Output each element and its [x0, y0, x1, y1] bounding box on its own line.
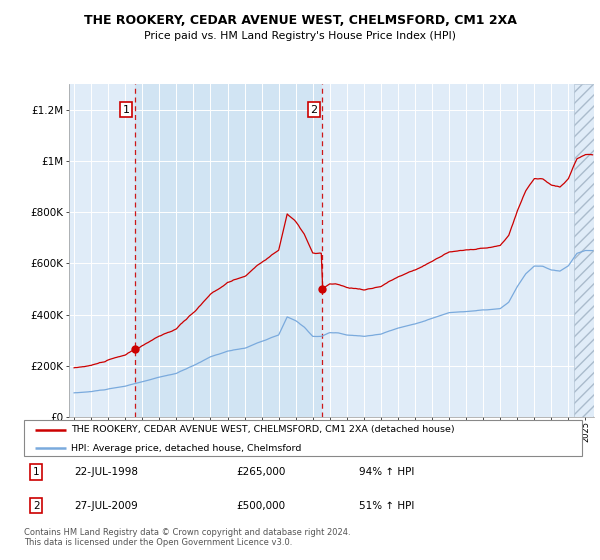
Text: £265,000: £265,000 [236, 467, 286, 477]
Text: 22-JUL-1998: 22-JUL-1998 [74, 467, 138, 477]
Text: 27-JUL-2009: 27-JUL-2009 [74, 501, 138, 511]
Text: £500,000: £500,000 [236, 501, 285, 511]
Bar [134, 84, 322, 417]
Text: 94% ↑ HPI: 94% ↑ HPI [359, 467, 414, 477]
Text: 51% ↑ HPI: 51% ↑ HPI [359, 501, 414, 511]
Text: 2: 2 [33, 501, 40, 511]
Text: THE ROOKERY, CEDAR AVENUE WEST, CHELMSFORD, CM1 2XA: THE ROOKERY, CEDAR AVENUE WEST, CHELMSFO… [83, 14, 517, 27]
Text: THE ROOKERY, CEDAR AVENUE WEST, CHELMSFORD, CM1 2XA (detached house): THE ROOKERY, CEDAR AVENUE WEST, CHELMSFO… [71, 426, 455, 435]
Text: Contains HM Land Registry data © Crown copyright and database right 2024.
This d: Contains HM Land Registry data © Crown c… [24, 528, 350, 547]
Text: 2: 2 [310, 105, 317, 115]
Text: 1: 1 [122, 105, 130, 115]
Text: 1: 1 [33, 467, 40, 477]
Text: Price paid vs. HM Land Registry's House Price Index (HPI): Price paid vs. HM Land Registry's House … [144, 31, 456, 41]
Text: HPI: Average price, detached house, Chelmsford: HPI: Average price, detached house, Chel… [71, 444, 302, 453]
Bar [574, 84, 594, 417]
